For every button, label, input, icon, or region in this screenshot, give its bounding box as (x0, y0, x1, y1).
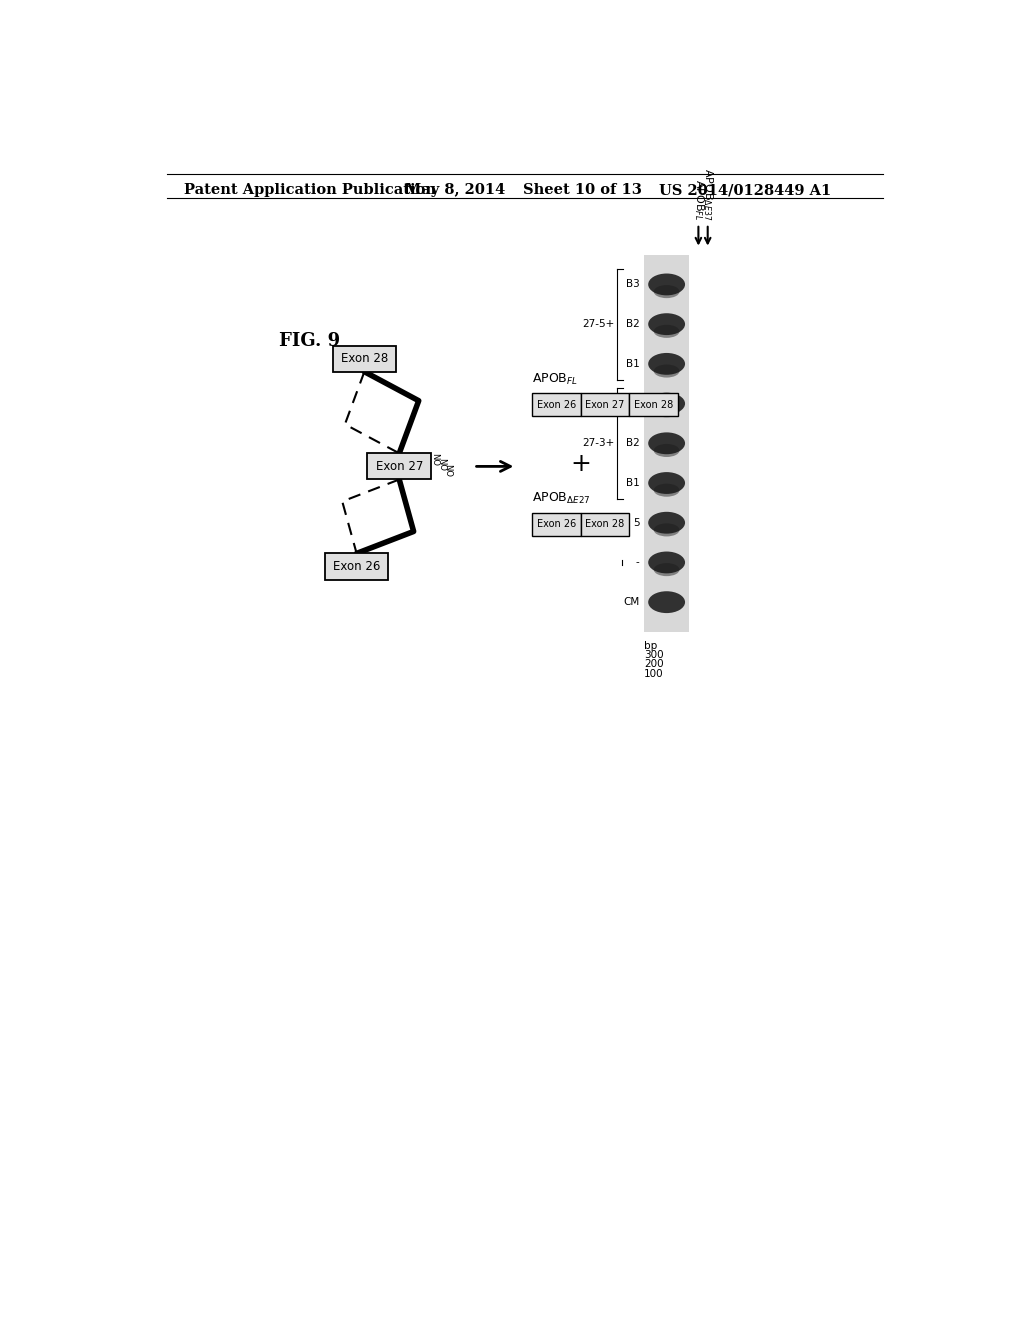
Bar (531, 512, 581, 536)
Text: Exon 28: Exon 28 (586, 519, 625, 529)
Text: 100: 100 (644, 668, 664, 678)
Text: ON: ON (447, 463, 457, 477)
Bar (581, 512, 630, 536)
Text: Exon 28: Exon 28 (634, 400, 674, 409)
Ellipse shape (653, 325, 680, 338)
Ellipse shape (653, 364, 680, 378)
Ellipse shape (653, 444, 680, 457)
Text: 200: 200 (644, 659, 664, 669)
Text: 27-5+: 27-5+ (583, 319, 614, 329)
Ellipse shape (648, 392, 685, 414)
Bar (333, 346, 396, 372)
Text: Exon 27: Exon 27 (376, 459, 423, 473)
Text: 300: 300 (644, 649, 664, 660)
Ellipse shape (653, 564, 680, 576)
Ellipse shape (648, 473, 685, 494)
Text: B3: B3 (626, 280, 640, 289)
Bar (644, 255, 689, 632)
Text: CM: CM (624, 597, 640, 607)
Text: B2: B2 (626, 319, 640, 329)
Text: Patent Application Publication: Patent Application Publication (183, 183, 436, 197)
Text: APOB$_{FL}$: APOB$_{FL}$ (691, 178, 706, 220)
Ellipse shape (648, 591, 685, 612)
Ellipse shape (648, 552, 685, 573)
Bar (325, 553, 388, 579)
Text: bp: bp (644, 640, 657, 651)
Ellipse shape (653, 404, 680, 417)
Text: US 2014/0128449 A1: US 2014/0128449 A1 (658, 183, 831, 197)
Text: Exon 27: Exon 27 (586, 400, 625, 409)
Ellipse shape (648, 433, 685, 454)
Text: B1: B1 (626, 359, 640, 368)
Text: ON: ON (435, 453, 443, 465)
Bar (368, 453, 431, 479)
Text: 27-3+: 27-3+ (583, 438, 614, 449)
Text: Exon 26: Exon 26 (537, 400, 575, 409)
Ellipse shape (648, 352, 685, 375)
Text: APOB$_{\Delta E27}$: APOB$_{\Delta E27}$ (531, 491, 591, 507)
Ellipse shape (648, 273, 685, 296)
Ellipse shape (653, 285, 680, 298)
Text: +: + (570, 453, 591, 477)
Text: FIG. 9: FIG. 9 (280, 331, 340, 350)
Bar (531, 393, 581, 416)
Text: Exon 26: Exon 26 (333, 560, 380, 573)
Text: B3: B3 (626, 399, 640, 409)
Text: APOB$_{FL}$: APOB$_{FL}$ (531, 372, 578, 387)
Text: Sheet 10 of 13: Sheet 10 of 13 (523, 183, 642, 197)
Bar (630, 393, 678, 416)
Text: Exon 28: Exon 28 (341, 352, 388, 366)
Ellipse shape (648, 313, 685, 335)
Text: B2: B2 (626, 438, 640, 449)
Ellipse shape (648, 512, 685, 533)
Text: Exon 26: Exon 26 (537, 519, 575, 529)
Text: B1: B1 (626, 478, 640, 488)
Ellipse shape (653, 523, 680, 536)
Text: May 8, 2014: May 8, 2014 (406, 183, 506, 197)
Bar (581, 393, 630, 416)
Text: 5: 5 (633, 517, 640, 528)
Ellipse shape (653, 483, 680, 496)
Text: APOB$_{\Delta E37}$: APOB$_{\Delta E37}$ (700, 168, 715, 220)
Text: -: - (636, 557, 640, 568)
Text: ON: ON (441, 457, 451, 470)
